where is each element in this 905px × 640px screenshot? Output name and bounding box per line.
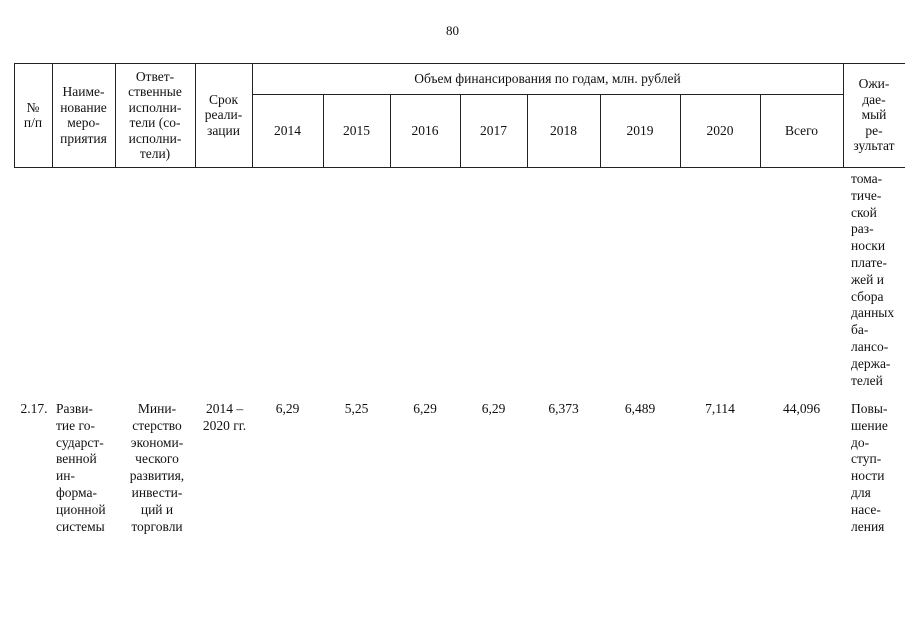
- header-number: № п/п: [23, 99, 43, 131]
- header-total: Всего: [784, 122, 819, 138]
- year-divider: [390, 94, 391, 167]
- row-expected-result: Повы- шение до- ступ- ности для насе- ле…: [851, 401, 888, 534]
- row-number: 2.17.: [20, 401, 48, 416]
- col-divider: [252, 63, 253, 167]
- year-divider: [600, 94, 601, 167]
- col-divider: [195, 63, 196, 167]
- row-value-2020: 7,114: [705, 401, 735, 416]
- header-year: 2016: [411, 122, 439, 138]
- header-year: 2020: [706, 122, 734, 138]
- header-event-name: Наиме- нование меро- приятия: [60, 84, 107, 146]
- row-term: 2014 – 2020 гг.: [202, 401, 247, 433]
- header-responsible: Ответ- ственные исполни- тели (со- испол…: [128, 68, 182, 162]
- row-value-2017: 6,29: [481, 401, 506, 416]
- continuation-result-text: тома- тиче- ской раз- носки плате- жей и…: [851, 171, 895, 388]
- row-responsible: Мини- стерство экономи- ческого развития…: [129, 401, 185, 534]
- col-divider: [52, 63, 53, 167]
- row-value-2016: 6,29: [413, 401, 437, 416]
- header-year: 2014: [274, 122, 301, 138]
- row-value-2019: 6,489: [624, 401, 656, 416]
- header-bottom-border: [14, 167, 905, 168]
- year-divider: [323, 94, 324, 167]
- header-year: 2017: [480, 122, 507, 138]
- year-divider: [680, 94, 681, 167]
- year-divider: [460, 94, 461, 167]
- row-value-2018: 6,373: [548, 401, 579, 416]
- year-divider: [760, 94, 761, 167]
- col-divider: [115, 63, 116, 167]
- row-value-total: 44,096: [782, 401, 821, 416]
- header-expected-result: Ожи- дае- мый ре- зультат: [853, 76, 895, 154]
- header-year: 2015: [343, 122, 370, 138]
- funding-subheader-border: [252, 94, 843, 95]
- row-value-2015: 5,25: [344, 401, 369, 416]
- header-funding-title: Объем финансирования по годам, млн. рубл…: [414, 70, 681, 86]
- page-number: 80: [446, 23, 459, 38]
- header-top-border: [14, 63, 905, 64]
- header-year: 2019: [626, 122, 654, 138]
- row-event-name: Разви- тие го- сударст- венной ин- форма…: [56, 401, 106, 534]
- col-divider: [843, 63, 844, 167]
- header-year: 2018: [550, 122, 577, 138]
- header-term: Срок реали- зации: [204, 91, 243, 138]
- row-value-2014: 6,29: [275, 401, 300, 416]
- year-divider: [527, 94, 528, 167]
- col-divider: [14, 63, 15, 167]
